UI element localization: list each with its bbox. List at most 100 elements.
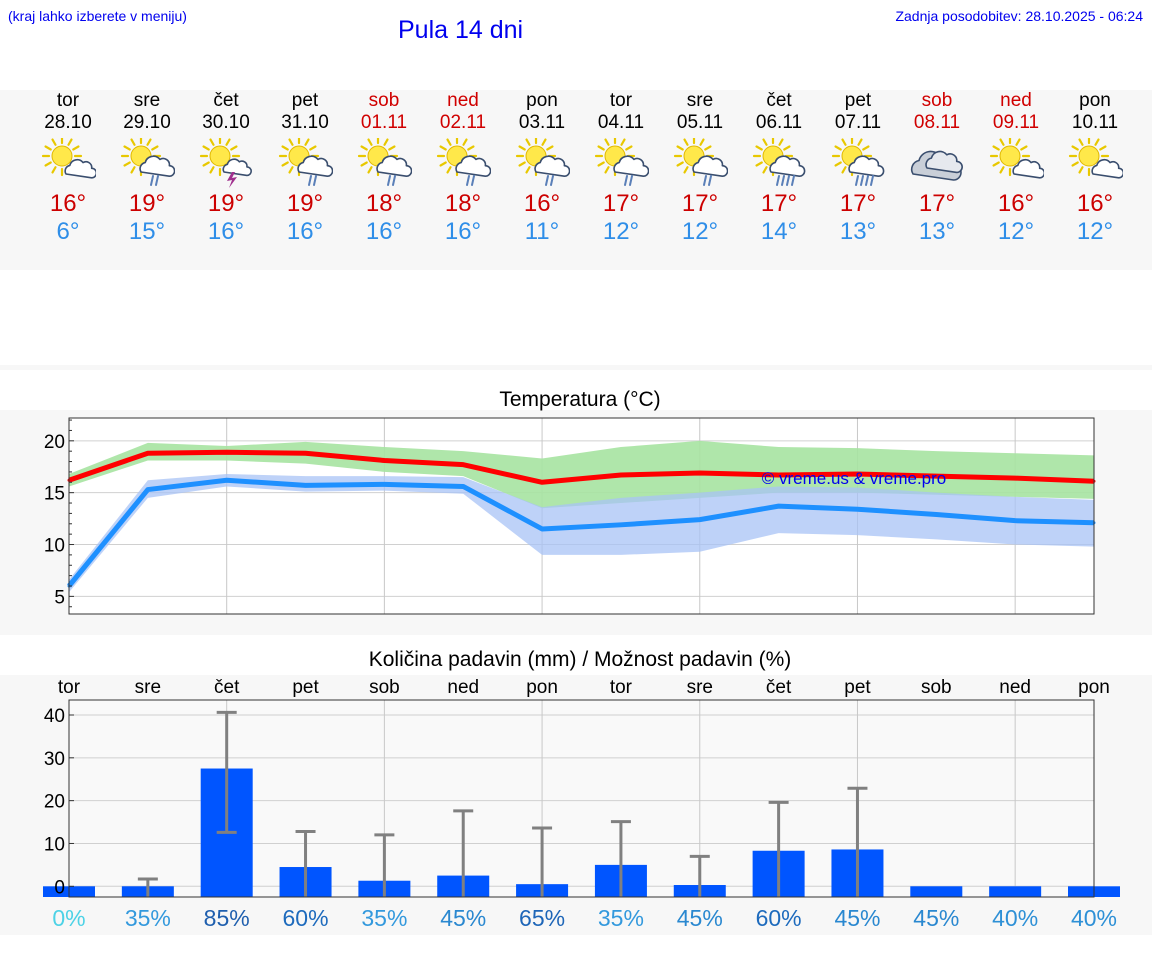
precipitation-probability: 60% — [756, 905, 802, 931]
precipitation-probability: 35% — [125, 905, 171, 931]
y-tick-label: 10 — [44, 536, 65, 557]
precipitation-probability: 40% — [992, 905, 1038, 931]
precip-day-label: pet — [292, 677, 319, 698]
day-date: 31.10 — [281, 112, 329, 133]
max-temperature-point — [619, 473, 623, 477]
precip-day-label: pet — [844, 677, 871, 698]
max-temperature: 17° — [602, 190, 640, 217]
precip-day-label: ned — [447, 677, 479, 698]
min-temperature-point — [146, 488, 150, 492]
precipitation-bar — [989, 886, 1042, 897]
precipitation-probability: 45% — [913, 905, 959, 931]
precipitation-probability: 60% — [283, 905, 329, 931]
y-tick-label: 10 — [44, 834, 65, 855]
max-temperature: 17° — [918, 190, 956, 217]
max-temperature-point — [855, 472, 859, 476]
day-forecast: sob 01.11 18° 16° — [344, 88, 424, 246]
min-temperature-line — [67, 477, 1095, 588]
day-forecast: tor 04.11 17° 12° — [581, 88, 661, 246]
day-forecast: sre 05.11 17° 12° — [660, 88, 740, 246]
day-forecast: čet 06.11 17° 14° — [739, 88, 819, 246]
day-name: čet — [213, 90, 239, 111]
cloud-icon — [910, 150, 963, 181]
max-temperature-point — [698, 471, 702, 475]
min-temperature: 16° — [207, 218, 245, 245]
min-temperature: 12° — [1076, 218, 1114, 245]
min-temperature: 16° — [444, 218, 482, 245]
max-temperature: 18° — [444, 190, 482, 217]
day-date: 07.11 — [834, 112, 882, 133]
day-date: 02.11 — [439, 112, 487, 133]
plot-frame — [68, 699, 1095, 898]
max-temperature-point — [1013, 476, 1017, 480]
sun-cloud-rain-icon — [673, 138, 728, 186]
day-date: 09.11 — [992, 112, 1040, 133]
max-temperature-point — [934, 474, 938, 478]
day-forecast: tor 28.10 16° 6° — [28, 88, 108, 246]
sun-cloud-icon — [1068, 138, 1123, 179]
min-temperature-point — [382, 482, 386, 486]
sun-cloud-rain-icon — [436, 138, 491, 186]
precipitation-probability: 0% — [52, 905, 85, 931]
min-temperature-point — [855, 507, 859, 511]
max-temperature: 19° — [207, 190, 245, 217]
watermark: © vreme.us & vreme.pro — [762, 469, 946, 488]
day-date: 03.11 — [518, 112, 566, 133]
day-date: 06.11 — [755, 112, 803, 133]
precip-day-label: sre — [135, 677, 161, 698]
max-temperature: 17° — [760, 190, 798, 217]
max-temperature: 16° — [1076, 190, 1114, 217]
sun-cloud-rain-icon — [357, 138, 412, 186]
max-temperature: 16° — [997, 190, 1035, 217]
y-tick-label: 30 — [44, 749, 65, 770]
precipitation-probability: 45% — [440, 905, 486, 931]
max-temperature: 19° — [128, 190, 166, 217]
day-name: sre — [133, 90, 161, 111]
day-name: pon — [526, 90, 558, 111]
precip-day-label: pon — [526, 677, 558, 698]
separator-band — [0, 365, 1152, 370]
day-name: tor — [56, 90, 80, 111]
min-temperature-point — [461, 484, 465, 488]
precipitation-probability: 35% — [598, 905, 644, 931]
day-forecast-strip: tor 28.10 16° 6° sre 29.10 19° 15° čet 30.10 19° 16… — [28, 88, 1136, 268]
min-temperature: 14° — [760, 218, 798, 245]
precip-day-label: sre — [687, 677, 713, 698]
page-title: Pula 14 dni — [398, 16, 524, 44]
forecast-panel — [0, 90, 1152, 270]
y-tick-label: 20 — [44, 432, 65, 453]
day-name: ned — [1000, 90, 1032, 111]
min-temperature: 16° — [286, 218, 324, 245]
precip-day-label: sob — [369, 677, 400, 698]
precipitation-probability: 40% — [1071, 905, 1117, 931]
day-name: čet — [766, 90, 792, 111]
precipitation-probability: 45% — [834, 905, 880, 931]
precip-day-label: tor — [610, 677, 633, 698]
day-name: sre — [686, 90, 714, 111]
min-temperature-point — [304, 483, 308, 487]
day-forecast: ned 09.11 16° 12° — [976, 88, 1056, 246]
precipitation-bar — [910, 886, 963, 897]
max-temperature: 19° — [286, 190, 324, 217]
sun-cloud-rain-icon — [594, 138, 649, 186]
precipitation-probability: 65% — [519, 905, 565, 931]
day-forecast: pon 10.11 16° 12° — [1055, 88, 1135, 246]
precipitation-probability: 45% — [677, 905, 723, 931]
min-temperature-range-band — [69, 474, 1094, 593]
day-forecast: sob 08.11 17° 13° — [897, 88, 977, 246]
day-name: pet — [844, 90, 872, 111]
sun-cloud-rain-icon — [120, 138, 175, 186]
precip-day-label: ned — [999, 677, 1031, 698]
day-forecast: pon 03.11 16° 11° — [502, 88, 582, 246]
min-temperature-point — [540, 527, 544, 531]
max-temperature-point — [777, 473, 781, 477]
day-name: sob — [368, 90, 400, 111]
sun-cloud-heavy-rain-icon — [752, 138, 806, 186]
day-name: sob — [921, 90, 953, 111]
y-tick-label: 40 — [44, 706, 65, 727]
precip-day-label: čet — [214, 677, 240, 698]
temperature-chart-title: Temperatura (°C) — [499, 388, 661, 411]
max-temperature-point — [146, 451, 150, 455]
sun-cloud-heavy-rain-icon — [831, 138, 885, 186]
max-temperature-point — [225, 450, 229, 454]
